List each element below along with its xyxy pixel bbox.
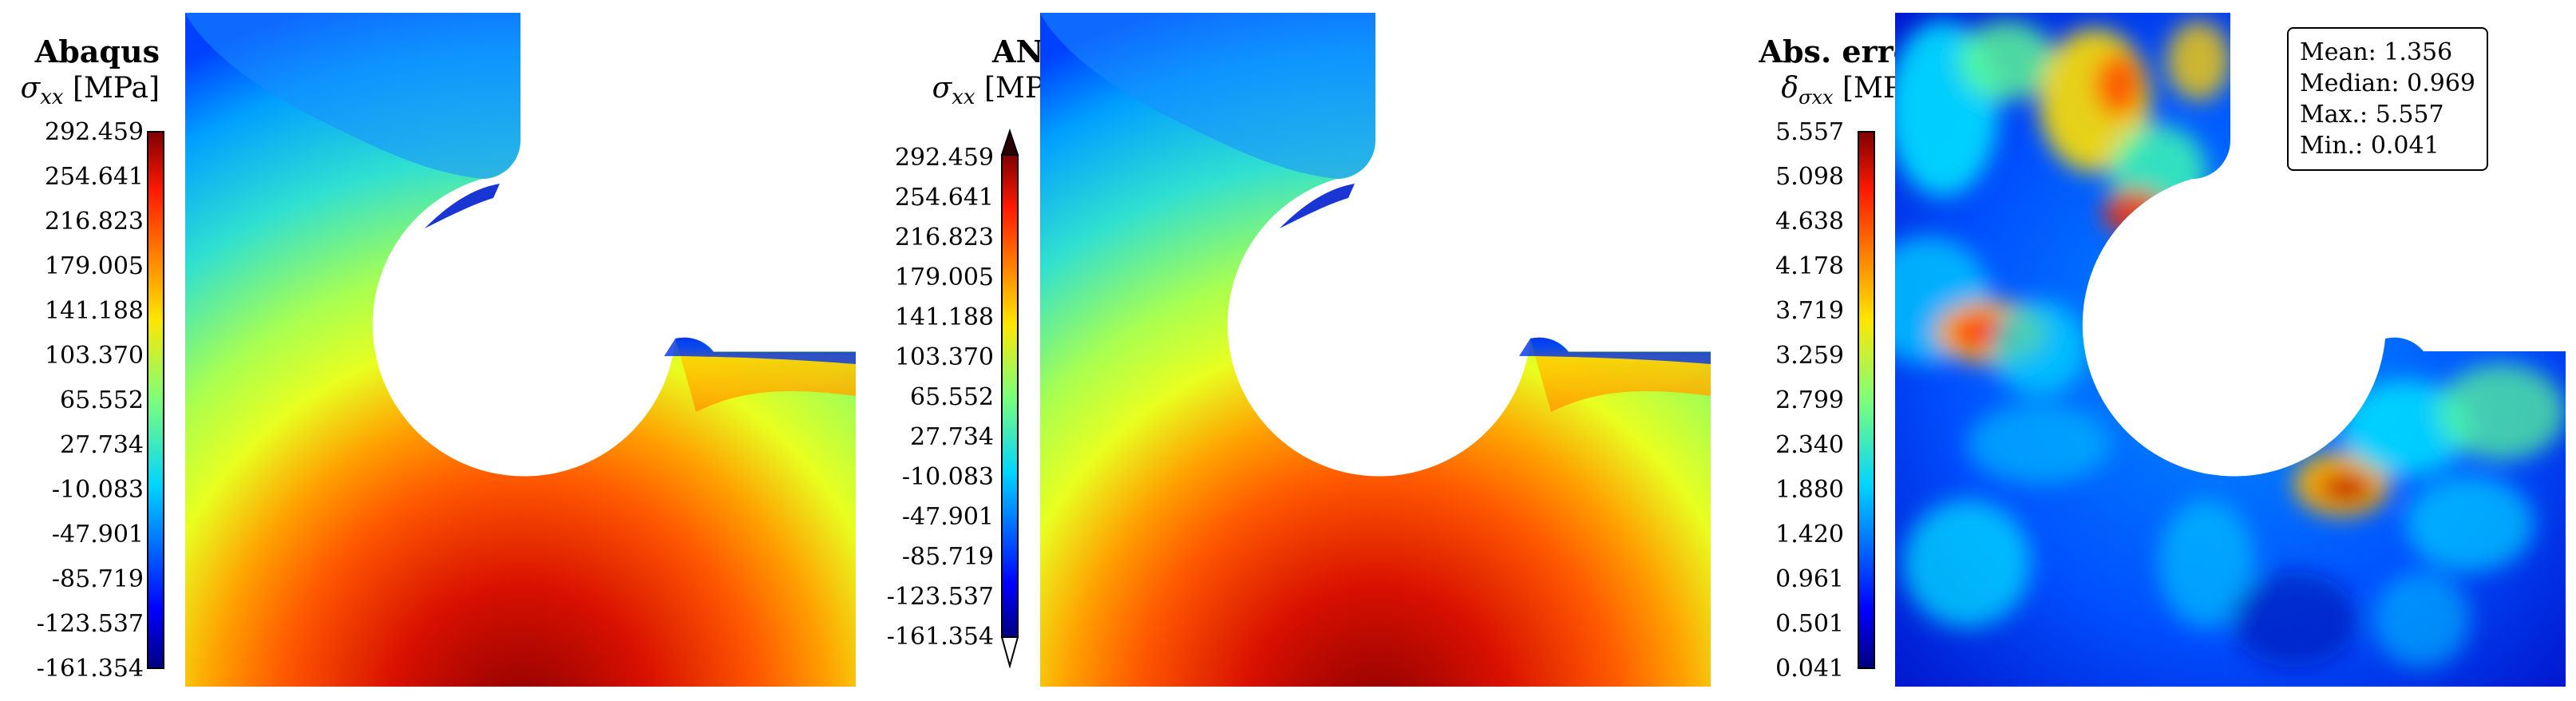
panel-ann: ANN σxx [MPa] 292.459 254.641 216.823 17…	[858, 0, 1716, 701]
tick-label: -85.719	[901, 543, 994, 571]
tick-label: 141.188	[894, 303, 994, 331]
tick-label: 1.420	[1775, 521, 1844, 549]
stat-min: Min.: 0.041	[2300, 132, 2439, 160]
tick-label: -10.083	[51, 476, 144, 504]
tick-label: 2.799	[1775, 386, 1844, 414]
tick-label: 216.823	[44, 208, 144, 236]
quantity-unit: [MPa]	[63, 72, 160, 105]
tick-label: -85.719	[51, 565, 144, 593]
tick-label: 5.098	[1775, 163, 1844, 191]
stats-box: Mean: 1.356 Median: 0.969 Max.: 5.557 Mi…	[2287, 27, 2489, 171]
tick-label: -10.083	[901, 463, 994, 491]
tick-label: 179.005	[894, 263, 994, 291]
quantity-subscript: xx	[40, 85, 64, 110]
tick-label: 103.370	[44, 342, 144, 370]
tick-label: 27.734	[60, 431, 144, 459]
stat-mean: Mean: 1.356	[2300, 38, 2453, 66]
stat-max: Max.: 5.557	[2300, 101, 2444, 129]
tick-label: 254.641	[894, 184, 994, 212]
quantity-label: σxx [MPa]	[21, 72, 160, 109]
tick-label: 0.961	[1775, 565, 1844, 593]
tick-label: -161.354	[886, 623, 994, 651]
tick-label: -123.537	[886, 583, 994, 611]
quantity-symbol: δ	[1781, 72, 1799, 105]
tick-label: 4.638	[1775, 208, 1844, 236]
quantity-subscript: xx	[952, 85, 975, 110]
stat-median: Median: 0.969	[2300, 69, 2476, 97]
tick-label: -123.537	[36, 610, 144, 638]
tick-label: 2.340	[1775, 431, 1844, 459]
tick-label: -47.901	[51, 521, 144, 549]
colorbar-extend-min-arrow	[1000, 636, 1019, 669]
tick-label: 65.552	[910, 383, 994, 411]
tick-label: -47.901	[901, 503, 994, 531]
stress-field	[1040, 13, 1711, 687]
tick-label: 0.501	[1775, 610, 1844, 638]
tick-label: 3.719	[1775, 297, 1844, 325]
tick-label: 5.557	[1775, 118, 1844, 146]
tick-label: 179.005	[44, 252, 144, 280]
panel-title: Abaqus	[34, 34, 160, 69]
tick-label: 3.259	[1775, 342, 1844, 370]
tick-label: -161.354	[36, 655, 144, 683]
tick-label: 1.880	[1775, 476, 1844, 504]
stress-field	[185, 13, 856, 687]
quantity-symbol: σ	[20, 72, 41, 105]
tick-label: 254.641	[44, 163, 144, 191]
panel-abs-error: Abs. error δσxx [MPa] 5.557 5.098 4.638 …	[1716, 0, 2576, 701]
quantity-subscript: σxx	[1798, 86, 1834, 109]
colorbar	[1000, 128, 1019, 669]
tick-label: 27.734	[910, 423, 994, 451]
panel-abaqus: Abaqus σxx [MPa] 292.459 254.641 216.823…	[0, 0, 858, 701]
tick-label: 216.823	[894, 224, 994, 251]
colorbar-extend-max-arrow	[1000, 128, 1019, 156]
tick-label: 292.459	[894, 144, 994, 172]
tick-label: 0.041	[1775, 655, 1844, 683]
tick-label: 292.459	[44, 118, 144, 146]
tick-label: 4.178	[1775, 252, 1844, 280]
colorbar	[1858, 131, 1875, 669]
quantity-symbol: σ	[932, 72, 952, 105]
colorbar	[147, 131, 164, 669]
tick-label: 141.188	[44, 297, 144, 325]
tick-label: 103.370	[894, 343, 994, 371]
tick-label: 65.552	[60, 386, 144, 414]
